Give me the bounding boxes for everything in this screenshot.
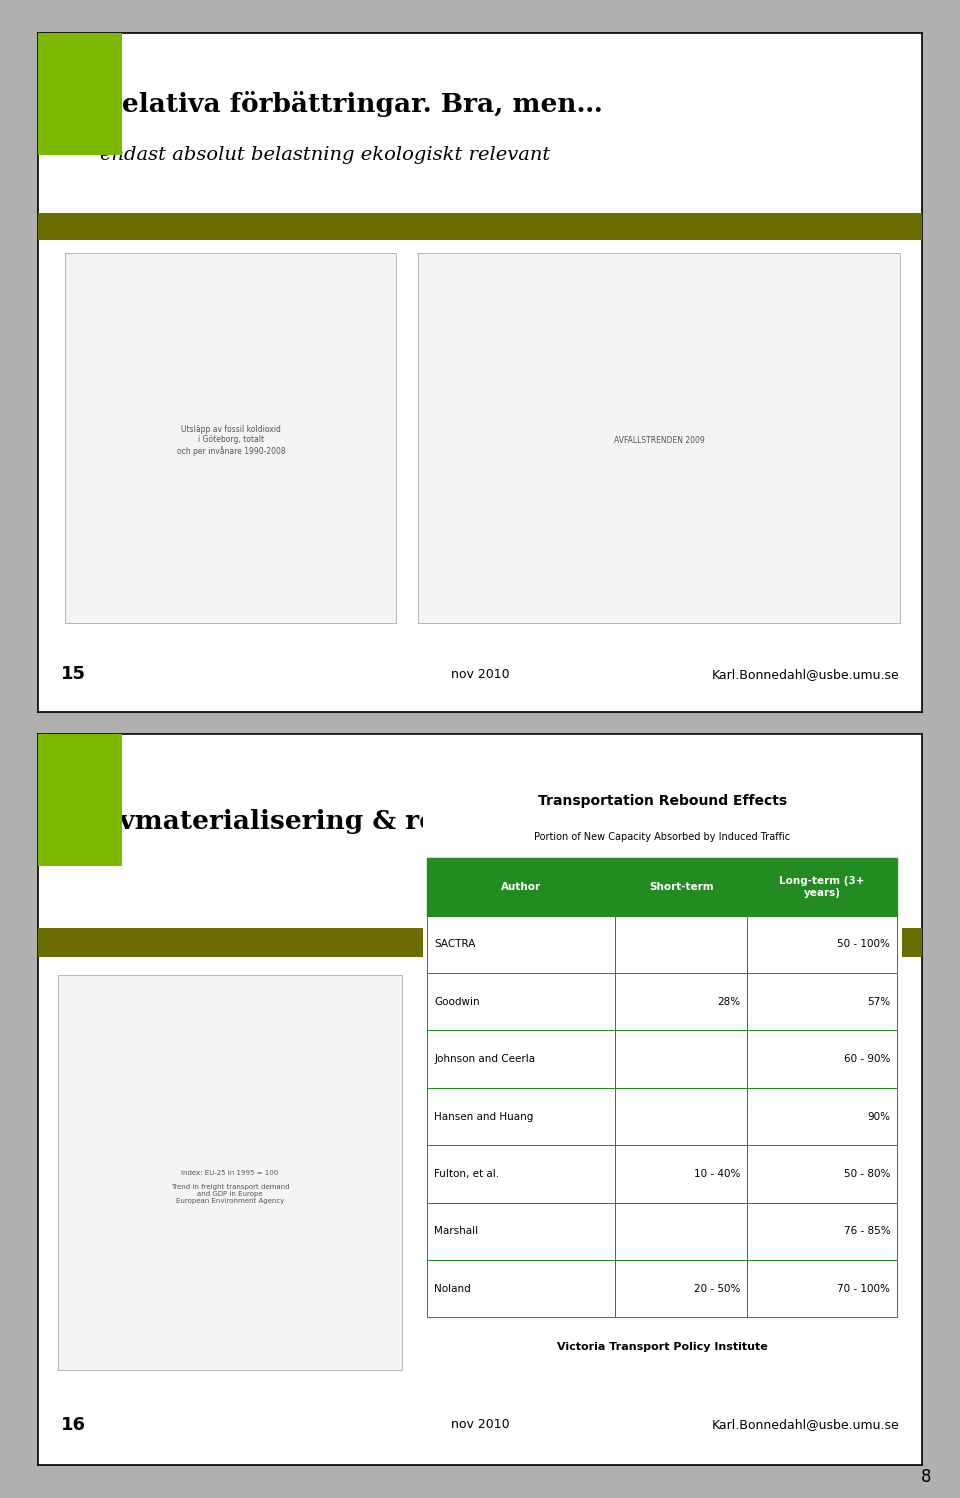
Bar	[65, 253, 396, 623]
Text: 57%: 57%	[867, 996, 890, 1007]
Text: Author: Author	[501, 882, 541, 891]
Text: 50 - 80%: 50 - 80%	[844, 1168, 890, 1179]
Text: Noland: Noland	[435, 1284, 471, 1294]
Text: SACTRA: SACTRA	[435, 939, 476, 950]
Text: 50 - 100%: 50 - 100%	[837, 939, 890, 950]
Text: nov 2010: nov 2010	[450, 668, 510, 680]
Text: nov 2010: nov 2010	[450, 1419, 510, 1431]
Text: Relativa förbättringar. Bra, men…: Relativa förbättringar. Bra, men…	[100, 91, 603, 117]
Bar	[427, 1088, 615, 1144]
Bar	[747, 1031, 898, 1088]
Bar	[747, 915, 898, 974]
Text: 10 - 40%: 10 - 40%	[693, 1168, 740, 1179]
Bar	[427, 1203, 615, 1260]
Text: Karl.Bonnedahl@usbe.umu.se: Karl.Bonnedahl@usbe.umu.se	[711, 1419, 900, 1431]
Bar	[38, 927, 922, 957]
Text: 20 - 50%: 20 - 50%	[693, 1284, 740, 1294]
Bar	[427, 915, 615, 974]
Bar	[615, 1203, 747, 1260]
Bar	[747, 1260, 898, 1317]
Text: Avmaterialisering & rekyleffekt: Avmaterialisering & rekyleffekt	[100, 809, 566, 834]
Bar	[419, 253, 900, 623]
Bar	[427, 1031, 615, 1088]
Bar	[747, 1203, 898, 1260]
Bar	[747, 1144, 898, 1203]
Bar	[747, 1088, 898, 1144]
Text: Goodwin: Goodwin	[435, 996, 480, 1007]
Text: Index: EU-25 in 1995 = 100

Trend in freight transport demand
and GDP in Europe
: Index: EU-25 in 1995 = 100 Trend in frei…	[171, 1170, 289, 1204]
Bar	[615, 858, 747, 915]
Bar	[747, 974, 898, 1031]
Bar	[58, 975, 402, 1371]
Bar	[427, 1260, 615, 1317]
Bar	[38, 33, 122, 156]
Text: 90%: 90%	[867, 1112, 890, 1122]
Text: Hansen and Huang: Hansen and Huang	[435, 1112, 534, 1122]
Text: Fulton, et al.: Fulton, et al.	[435, 1168, 499, 1179]
Text: 76 - 85%: 76 - 85%	[844, 1227, 890, 1236]
Bar	[427, 858, 615, 915]
Text: 60 - 90%: 60 - 90%	[844, 1055, 890, 1064]
Bar	[427, 1144, 615, 1203]
Text: Short-term: Short-term	[649, 882, 713, 891]
Bar	[615, 1031, 747, 1088]
Text: Utsläpp av fossil koldioxid
i Göteborg, totalt
och per invånare 1990-2008: Utsläpp av fossil koldioxid i Göteborg, …	[177, 425, 285, 455]
Text: 8: 8	[921, 1468, 931, 1486]
Text: 16: 16	[60, 1416, 85, 1434]
Text: endast absolut belastning ekologiskt relevant: endast absolut belastning ekologiskt rel…	[100, 147, 550, 165]
Bar	[747, 858, 898, 915]
Text: Johnson and Ceerla: Johnson and Ceerla	[435, 1055, 536, 1064]
Bar	[615, 1260, 747, 1317]
Bar	[615, 1088, 747, 1144]
Bar	[615, 1144, 747, 1203]
Bar	[38, 213, 922, 240]
Text: Karl.Bonnedahl@usbe.umu.se: Karl.Bonnedahl@usbe.umu.se	[711, 668, 900, 680]
Bar	[615, 974, 747, 1031]
Bar	[427, 974, 615, 1031]
Text: Portion of New Capacity Absorbed by Induced Traffic: Portion of New Capacity Absorbed by Indu…	[535, 831, 790, 842]
Text: AVFALLSTRENDEN 2009: AVFALLSTRENDEN 2009	[613, 436, 705, 445]
Bar	[38, 734, 122, 866]
Text: Transportation Rebound Effects: Transportation Rebound Effects	[538, 794, 787, 807]
Bar	[615, 915, 747, 974]
Text: Victoria Transport Policy Institute: Victoria Transport Policy Institute	[557, 1342, 768, 1351]
Text: Long-term (3+
years): Long-term (3+ years)	[780, 876, 865, 897]
Text: 70 - 100%: 70 - 100%	[837, 1284, 890, 1294]
Text: Marshall: Marshall	[435, 1227, 479, 1236]
Text: 28%: 28%	[717, 996, 740, 1007]
Text: 15: 15	[60, 665, 85, 683]
